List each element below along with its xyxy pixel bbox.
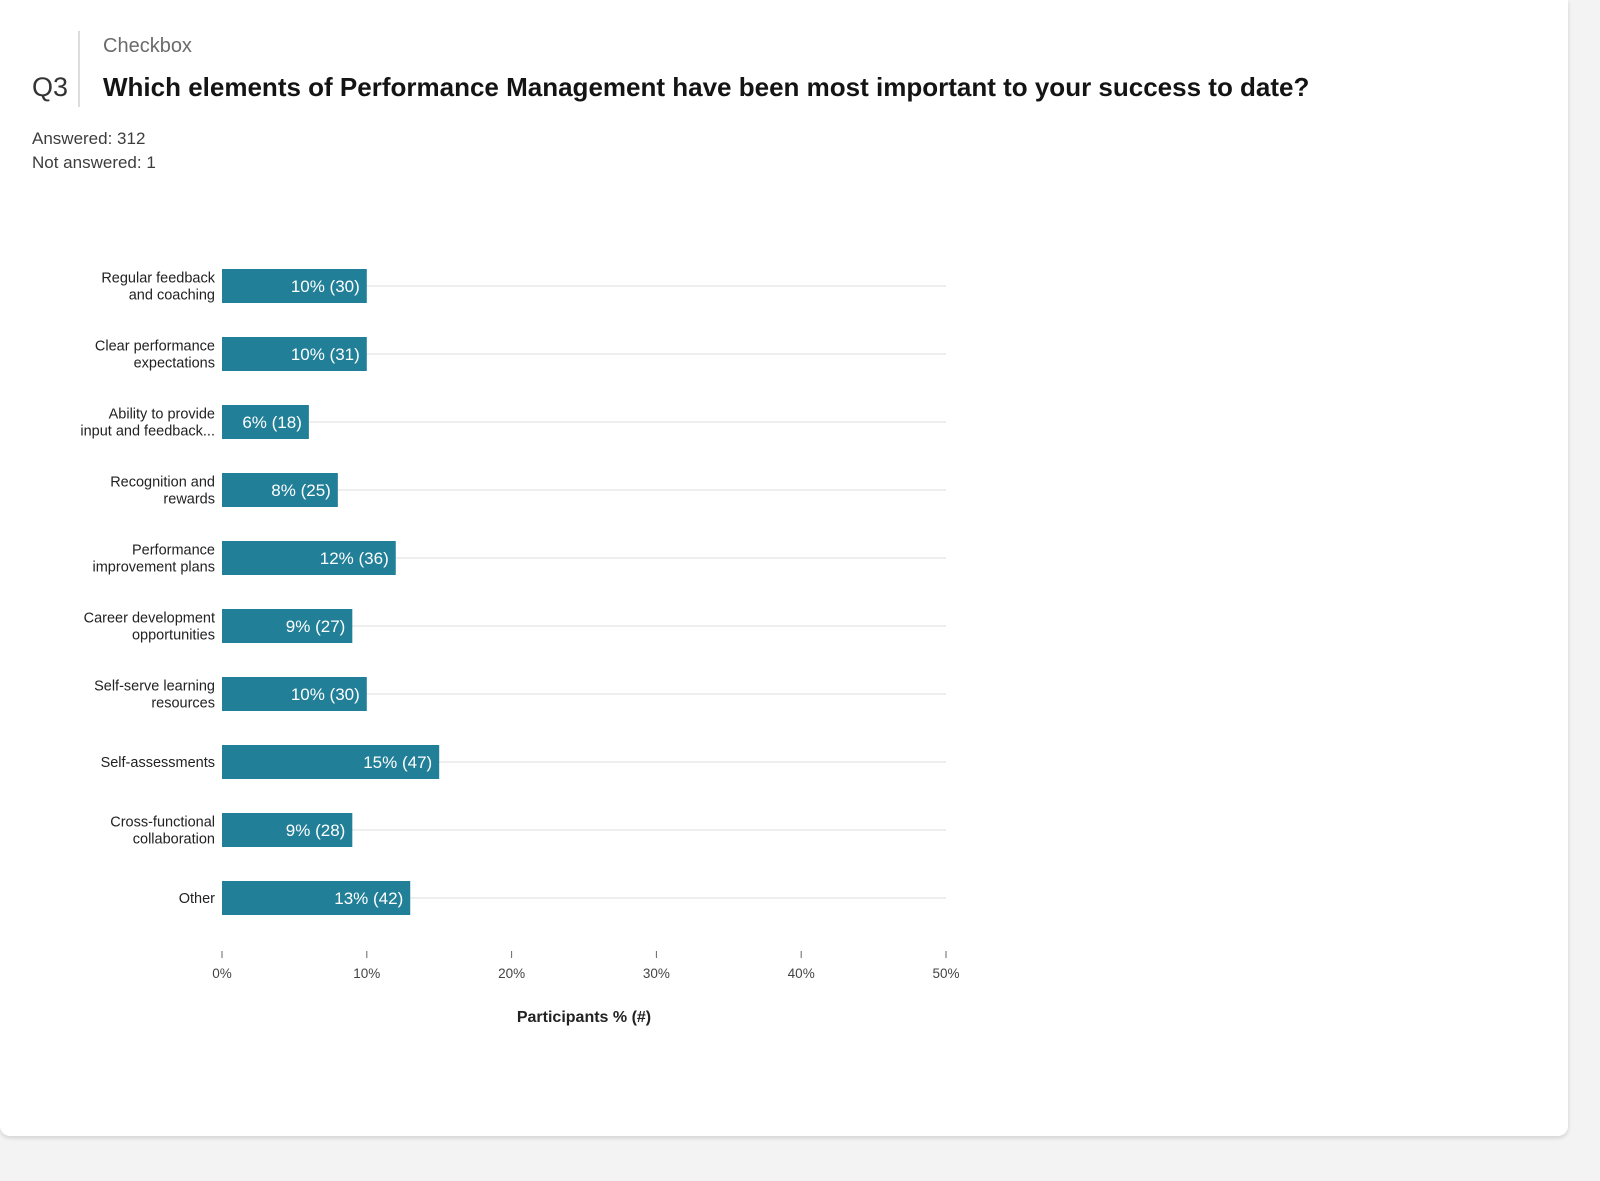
category-label: input and feedback...: [80, 424, 215, 440]
bar-value-label: 12% (36): [320, 549, 389, 568]
category-label: Self-assessments: [101, 755, 215, 771]
x-tick-label: 0%: [212, 966, 232, 981]
category-label: resources: [151, 696, 215, 712]
bar-value-label: 6% (18): [242, 413, 302, 432]
x-tick-label: 40%: [788, 966, 815, 981]
x-tick-label: 20%: [498, 966, 525, 981]
x-tick-label: 50%: [932, 966, 959, 981]
bar: [222, 677, 367, 711]
question-title: Which elements of Performance Management…: [103, 72, 1310, 102]
bar: [222, 881, 411, 915]
x-tick-label: 10%: [353, 966, 380, 981]
bar-value-label: 10% (31): [291, 345, 360, 364]
category-label: Clear performance: [95, 339, 215, 355]
bar-value-label: 9% (28): [286, 821, 346, 840]
bars: 10% (30) 10% (31) 6% (18) 8% (25) 12% (36) 9%…: [222, 269, 440, 915]
category-label: Ability to provide: [109, 407, 215, 423]
category-label: collaboration: [133, 832, 215, 848]
bar-value-label: 9% (27): [286, 617, 346, 636]
category-label: rewards: [163, 492, 215, 508]
category-label: Performance: [132, 543, 215, 559]
bar: [222, 473, 338, 507]
bar: [222, 609, 353, 643]
category-label: Other: [179, 891, 215, 907]
x-axis-title: Participants % (#): [517, 1009, 651, 1026]
bar: [222, 813, 353, 847]
x-axis: 0% 10% 20% 30% 40% 50%: [212, 951, 960, 981]
bar: [222, 745, 440, 779]
gridlines: [222, 285, 946, 899]
category-label: and coaching: [129, 288, 215, 304]
bar: [222, 405, 309, 439]
category-label: expectations: [134, 356, 215, 372]
bar-value-label: 10% (30): [291, 685, 360, 704]
bar: [222, 269, 367, 303]
answered-count: Answered: 312: [32, 129, 146, 148]
category-label: Regular feedback: [101, 271, 215, 287]
question-divider: [78, 31, 80, 107]
bar: [222, 541, 396, 575]
category-label: Self-serve learning: [94, 679, 215, 695]
bar-value-label: 8% (25): [271, 481, 331, 500]
question-card: Q3 Checkbox Which elements of Performanc…: [0, 0, 1568, 1136]
question-number: Q3: [32, 72, 69, 102]
category-label: Cross-functional: [110, 815, 215, 831]
category-label: Recognition and: [110, 475, 215, 491]
bar: [222, 337, 367, 371]
bar-value-label: 15% (47): [363, 753, 432, 772]
x-tick-label: 30%: [643, 966, 670, 981]
not-answered-count: Not answered: 1: [32, 153, 156, 172]
category-label: opportunities: [132, 628, 215, 644]
bar-value-label: 13% (42): [334, 889, 403, 908]
bar-chart: 10% (30) 10% (31) 6% (18) 8% (25) 12% (36) 9%…: [80, 269, 960, 1026]
bar-value-label: 10% (30): [291, 277, 360, 296]
question-type: Checkbox: [103, 35, 192, 57]
category-label: Career development: [84, 611, 215, 627]
category-label: improvement plans: [93, 560, 216, 576]
